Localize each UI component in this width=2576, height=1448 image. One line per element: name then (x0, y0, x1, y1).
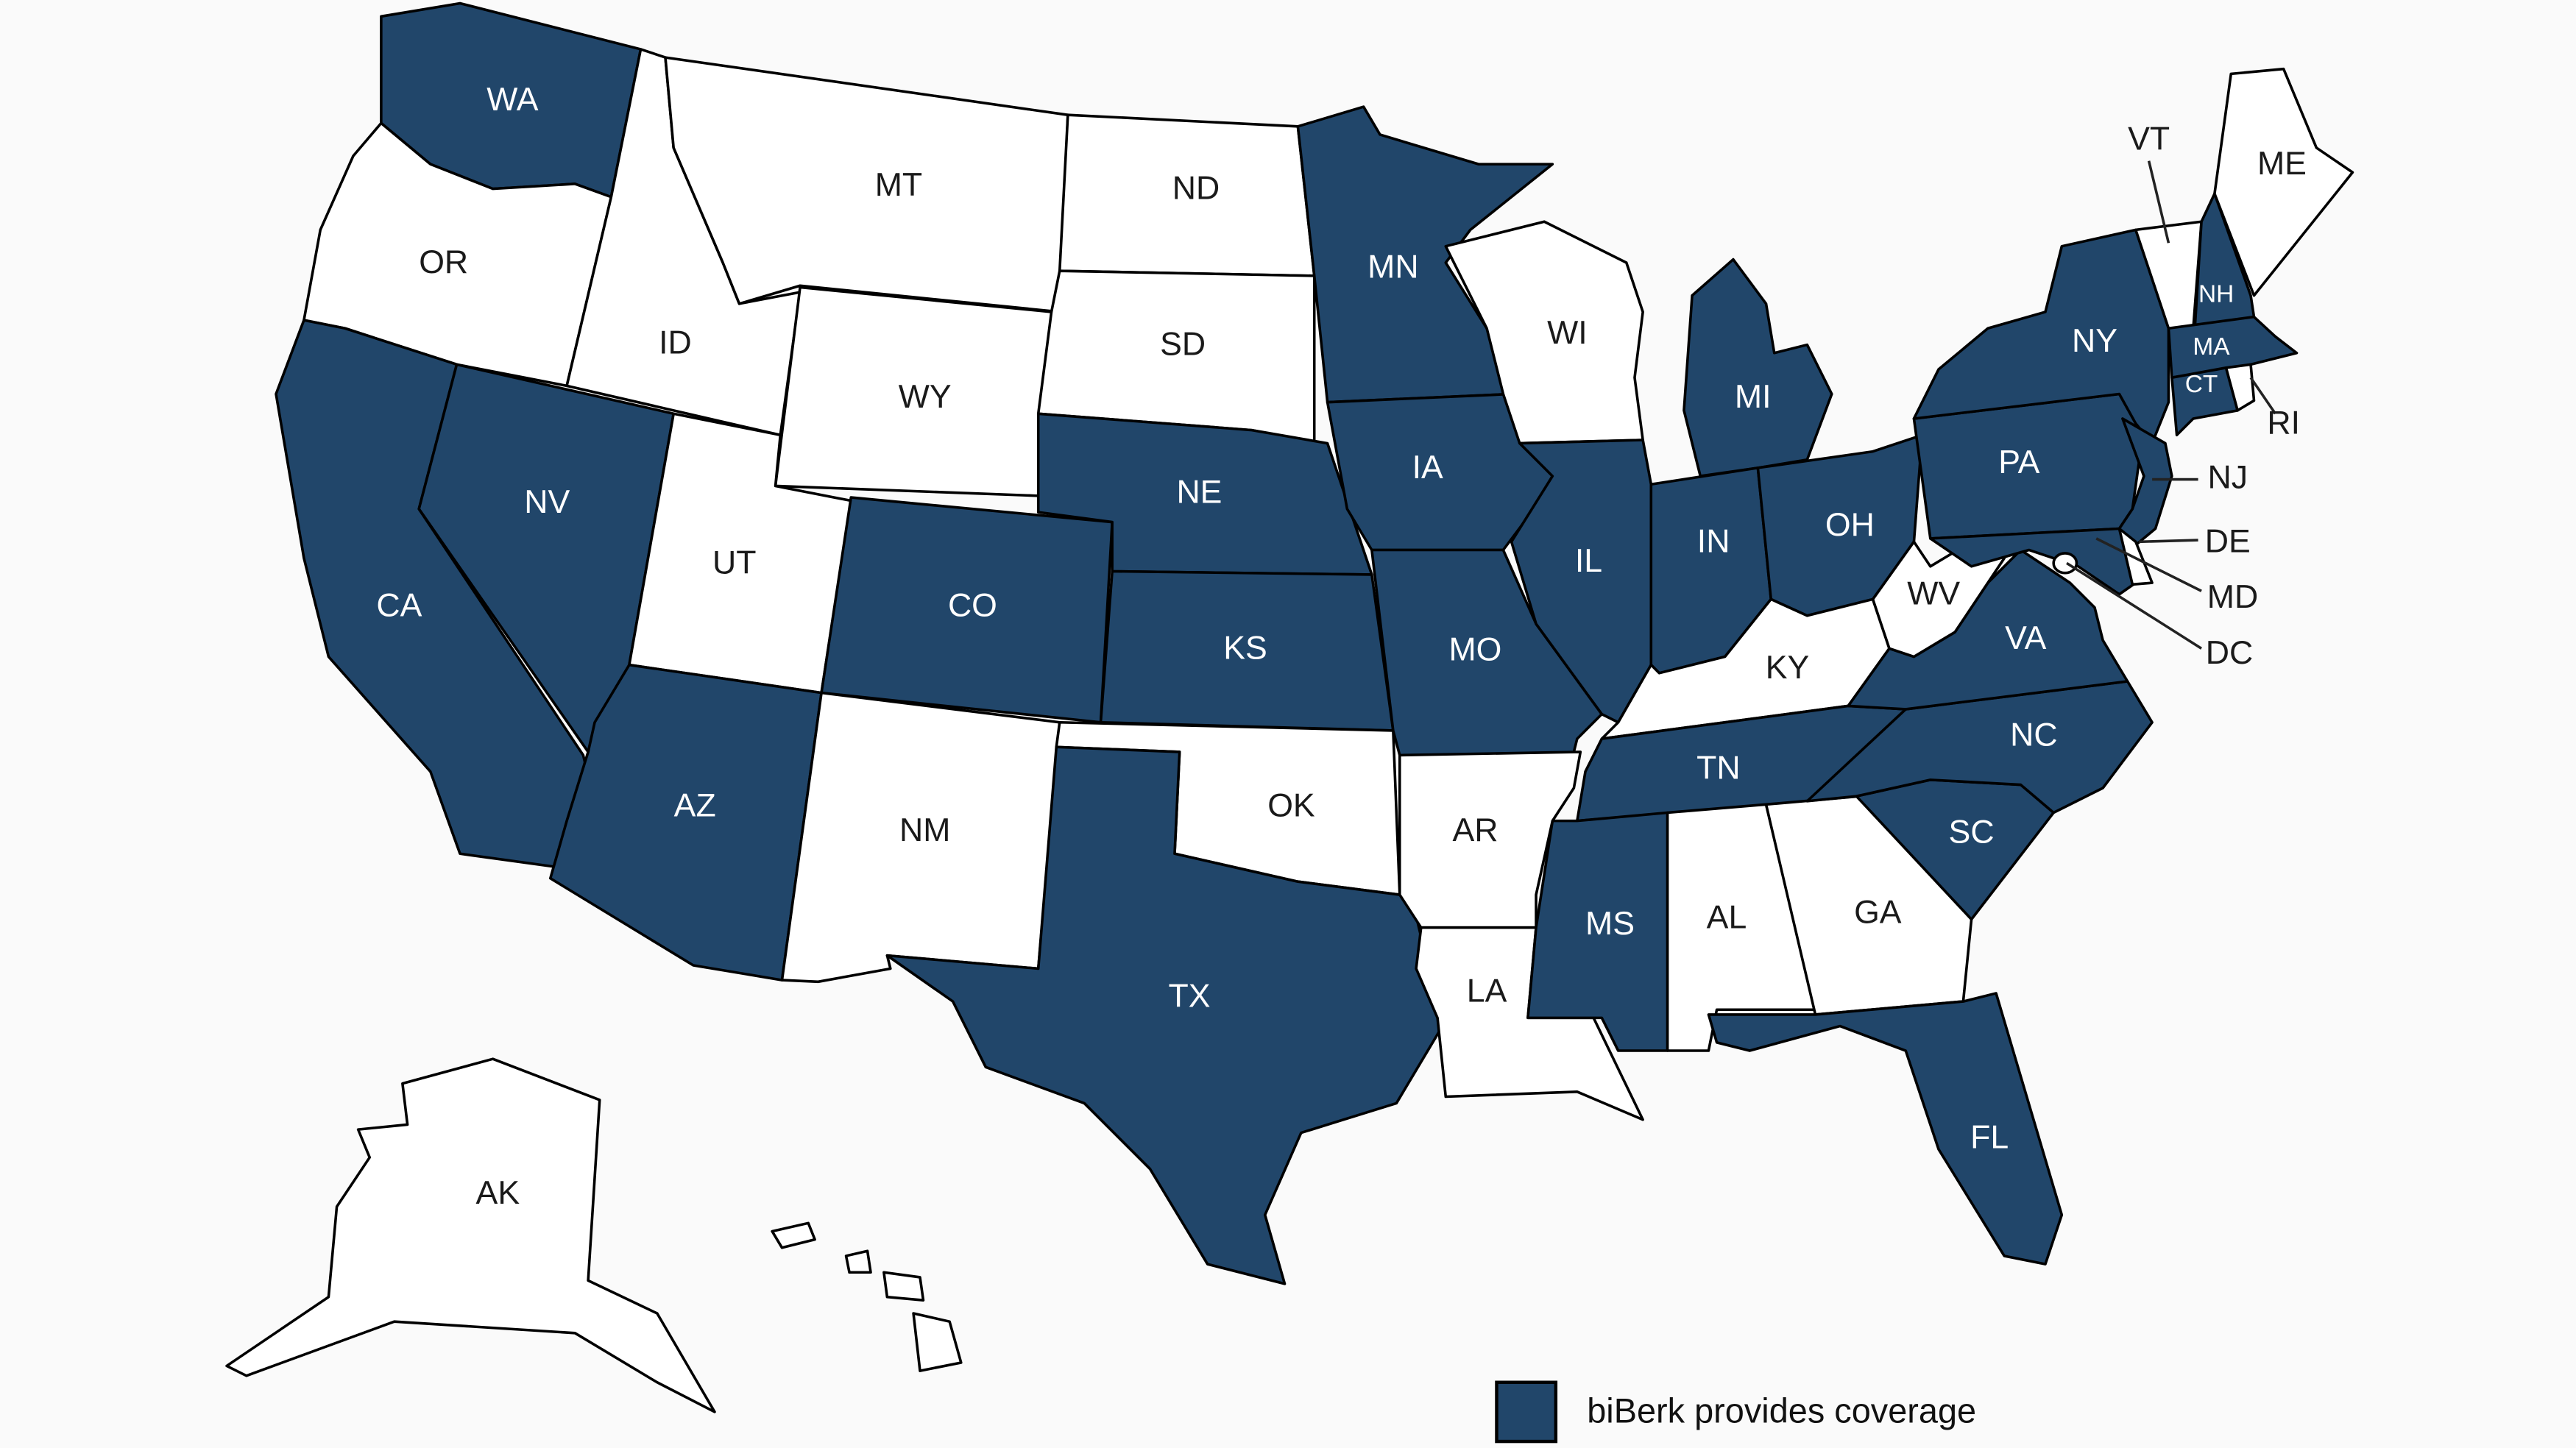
state-label-nh: NH (2198, 280, 2234, 308)
state-ri[interactable] (2224, 363, 2256, 412)
state-mi[interactable] (1682, 258, 1833, 478)
state-label-wa: WA (486, 82, 538, 118)
state-label-dc: DC (2206, 635, 2253, 671)
state-label-mt: MT (875, 167, 922, 203)
state-wv[interactable] (1871, 540, 2006, 659)
state-label-tn: TN (1696, 750, 1741, 786)
state-hi[interactable] (912, 1312, 963, 1372)
legend-swatch (1495, 1380, 1558, 1444)
state-label-nj: NJ (2208, 459, 2248, 495)
state-label-in: IN (1697, 523, 1730, 559)
state-label-ne: NE (1176, 474, 1222, 510)
state-label-tx: TX (1169, 978, 1211, 1014)
callout-line-md (2095, 537, 2202, 592)
state-label-ma: MA (2193, 333, 2230, 361)
state-tx[interactable] (885, 745, 1444, 1285)
state-label-ri: RI (2267, 405, 2300, 441)
callout-line-de (2139, 539, 2198, 544)
state-or[interactable] (302, 121, 613, 388)
state-label-sc: SC (1949, 814, 1995, 850)
state-label-ny: NY (2072, 323, 2117, 359)
states-layer (225, 1, 2354, 1413)
state-label-ms: MS (1585, 906, 1635, 942)
state-fl[interactable] (1707, 992, 2064, 1266)
state-label-pa: PA (1998, 444, 2039, 480)
state-label-fl: FL (1970, 1119, 2009, 1155)
legend: biBerk provides coverage (1495, 1380, 1976, 1444)
state-label-ar: AR (1452, 812, 1498, 848)
state-label-va: VA (2005, 620, 2046, 656)
state-label-la: LA (1467, 973, 1507, 1009)
state-label-oh: OH (1825, 507, 1875, 543)
state-label-ia: IA (1412, 450, 1443, 486)
state-label-or: OR (419, 244, 468, 280)
state-label-sd: SD (1160, 327, 1206, 363)
state-dc[interactable] (2052, 552, 2078, 575)
state-label-wv: WV (1907, 576, 1960, 612)
state-mo[interactable] (1370, 548, 1604, 773)
state-label-az: AZ (674, 788, 716, 824)
state-wi[interactable] (1444, 220, 1644, 445)
state-label-ca: CA (376, 587, 422, 623)
state-de[interactable] (2117, 527, 2154, 586)
state-label-vt: VT (2128, 121, 2170, 157)
state-label-ak: AK (476, 1175, 520, 1211)
state-ak[interactable] (225, 1057, 716, 1413)
state-label-nm: NM (899, 812, 950, 848)
state-label-mn: MN (1367, 249, 1418, 285)
state-label-ut: UT (712, 544, 757, 581)
state-labels: WA OR CA NV ID MT WY UT AZ CO NM ND SD NE KS OK TX MN IA MO… (376, 82, 2307, 1211)
state-hi[interactable] (844, 1249, 872, 1274)
state-label-il: IL (1575, 543, 1602, 579)
state-label-ok: OK (1267, 788, 1315, 824)
state-label-ks: KS (1223, 630, 1267, 666)
state-hi[interactable] (882, 1271, 925, 1302)
callout-lines (2066, 160, 2276, 650)
state-label-wi: WI (1547, 315, 1588, 351)
state-label-ky: KY (1766, 650, 1810, 686)
state-label-id: ID (659, 324, 692, 361)
state-label-al: AL (1707, 899, 1747, 935)
state-label-co: CO (948, 587, 997, 623)
legend-label: biBerk provides coverage (1587, 1392, 1976, 1430)
state-label-de: DE (2205, 523, 2251, 559)
state-il[interactable] (1510, 439, 1653, 724)
state-label-md: MD (2207, 579, 2258, 615)
state-ct[interactable] (2170, 366, 2239, 437)
state-ar[interactable] (1398, 750, 1582, 929)
state-label-nd: ND (1172, 171, 1220, 207)
state-me[interactable] (2213, 67, 2354, 297)
callout-line-ri (2249, 377, 2276, 415)
state-label-nc: NC (2010, 717, 2057, 753)
state-ny[interactable] (1912, 228, 2170, 445)
state-label-ga: GA (1854, 895, 1902, 931)
state-label-me: ME (2257, 146, 2307, 182)
state-label-mo: MO (1449, 632, 1502, 668)
state-label-nv: NV (524, 484, 570, 520)
state-hi[interactable] (771, 1221, 816, 1249)
state-label-wy: WY (899, 379, 952, 415)
callout-line-vt (2147, 160, 2170, 244)
state-label-mi: MI (1735, 379, 1772, 415)
state-label-ct: CT (2185, 371, 2218, 398)
callout-line-dc (2066, 561, 2203, 650)
state-nh[interactable] (2193, 192, 2256, 330)
